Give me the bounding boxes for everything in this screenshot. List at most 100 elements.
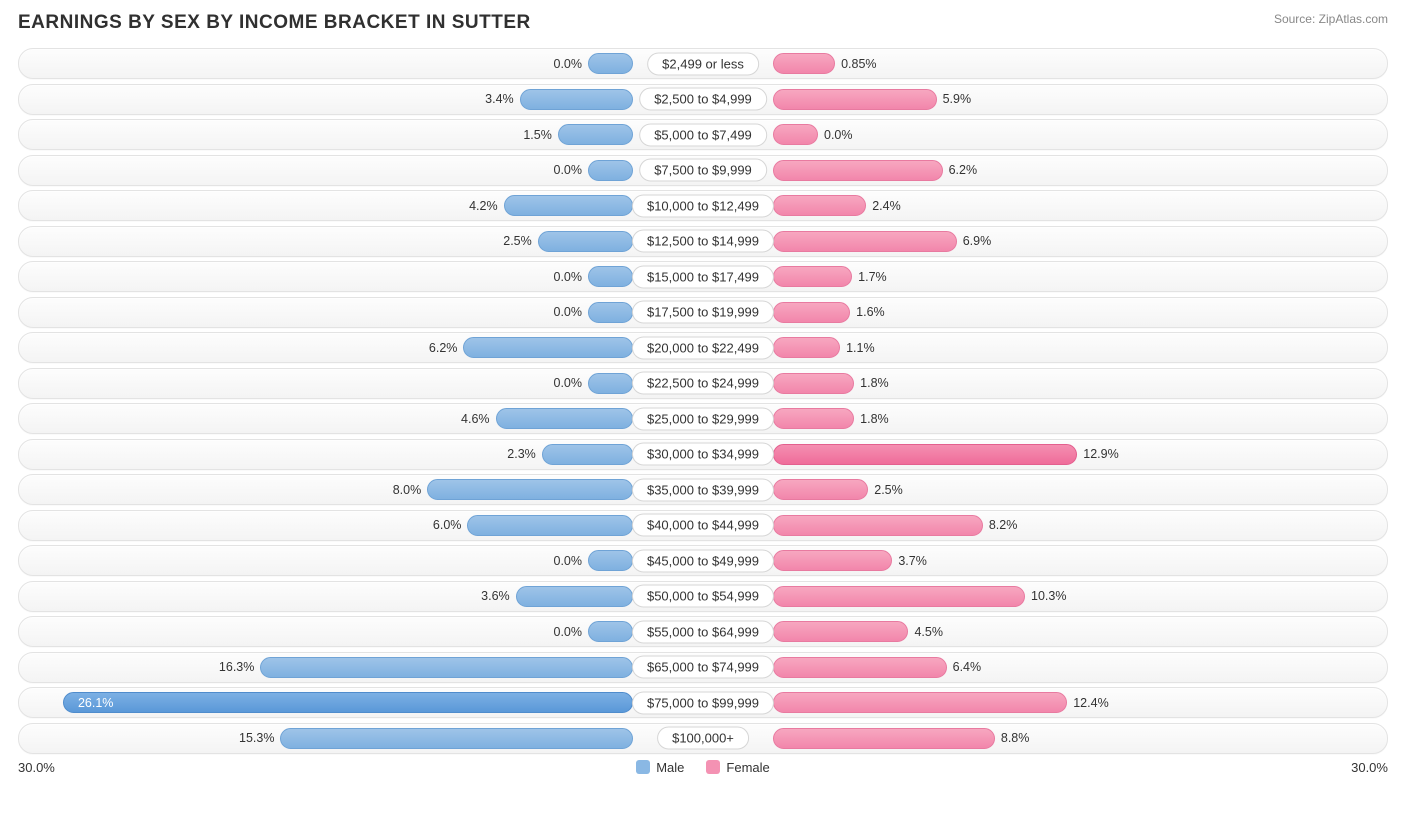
chart-row: $5,000 to $7,499 1.5% 0.0% — [18, 119, 1388, 150]
male-value: 26.1% — [78, 696, 113, 710]
female-value: 10.3% — [1031, 589, 1066, 603]
male-value: 3.6% — [481, 589, 510, 603]
bracket-label: $45,000 to $49,999 — [632, 549, 774, 572]
female-bar — [773, 373, 854, 394]
bracket-label: $100,000+ — [657, 727, 749, 750]
male-value: 0.0% — [554, 554, 583, 568]
male-bar — [427, 479, 633, 500]
legend-label-male: Male — [656, 760, 684, 775]
bracket-label: $12,500 to $14,999 — [632, 230, 774, 253]
legend-swatch-female — [706, 760, 720, 774]
female-value: 6.4% — [953, 660, 982, 674]
legend-item-female: Female — [706, 760, 769, 775]
chart-area: $2,499 or less 0.0% 0.85% $2,500 to $4,9993… — [18, 48, 1388, 754]
chart-source: Source: ZipAtlas.com — [1274, 12, 1388, 26]
legend: Male Female — [636, 760, 770, 775]
male-value: 1.5% — [523, 128, 552, 142]
male-bar — [520, 89, 633, 110]
chart-header: EARNINGS BY SEX BY INCOME BRACKET IN SUT… — [18, 12, 1388, 34]
female-bar — [773, 408, 854, 429]
bracket-label: $5,000 to $7,499 — [639, 123, 767, 146]
bracket-label: $20,000 to $22,499 — [632, 336, 774, 359]
chart-row: $40,000 to $44,9996.0%8.2% — [18, 510, 1388, 541]
female-value: 3.7% — [898, 554, 927, 568]
male-bar — [588, 621, 633, 642]
bracket-label: $2,499 or less — [647, 52, 759, 75]
female-bar — [773, 53, 835, 74]
female-value: 6.2% — [949, 163, 978, 177]
chart-row: $2,500 to $4,9993.4%5.9% — [18, 84, 1388, 115]
male-value: 4.6% — [461, 412, 490, 426]
female-value: 12.9% — [1083, 447, 1118, 461]
female-bar — [773, 124, 818, 145]
male-value: 15.3% — [239, 731, 274, 745]
male-bar — [588, 160, 633, 181]
female-bar — [773, 692, 1067, 713]
male-value: 8.0% — [393, 483, 422, 497]
male-bar — [463, 337, 633, 358]
female-value: 1.1% — [846, 341, 875, 355]
female-value: 0.0% — [824, 128, 853, 142]
male-bar — [588, 53, 633, 74]
chart-row: $50,000 to $54,9993.6%10.3% — [18, 581, 1388, 612]
male-value: 6.2% — [429, 341, 458, 355]
male-bar — [496, 408, 633, 429]
female-value: 0.85% — [841, 57, 876, 71]
bracket-label: $7,500 to $9,999 — [639, 159, 767, 182]
chart-row: $20,000 to $22,499 6.2% 1.1% — [18, 332, 1388, 363]
chart-row: $25,000 to $29,9994.6%1.8% — [18, 403, 1388, 434]
bracket-label: $75,000 to $99,999 — [632, 691, 774, 714]
legend-item-male: Male — [636, 760, 684, 775]
chart-row: $12,500 to $14,999 2.5% 6.9% — [18, 226, 1388, 257]
chart-row: $75,000 to $99,999 26.1% 12.4% — [18, 687, 1388, 718]
male-value: 4.2% — [469, 199, 498, 213]
male-bar — [504, 195, 633, 216]
male-bar — [516, 586, 633, 607]
female-value: 1.7% — [858, 270, 887, 284]
female-bar — [773, 479, 868, 500]
male-value: 0.0% — [554, 270, 583, 284]
legend-swatch-male — [636, 760, 650, 774]
axis-left-max: 30.0% — [18, 760, 55, 775]
bracket-label: $35,000 to $39,999 — [632, 478, 774, 501]
female-value: 8.8% — [1001, 731, 1030, 745]
female-bar — [773, 89, 937, 110]
male-value: 0.0% — [554, 57, 583, 71]
chart-row: $35,000 to $39,999 8.0% 2.5% — [18, 474, 1388, 505]
chart-row: $7,500 to $9,9990.0%6.2% — [18, 155, 1388, 186]
male-value: 16.3% — [219, 660, 254, 674]
male-value: 0.0% — [554, 376, 583, 390]
male-bar — [588, 266, 633, 287]
chart-row: $2,499 or less 0.0% 0.85% — [18, 48, 1388, 79]
female-bar — [773, 515, 983, 536]
male-value: 0.0% — [554, 625, 583, 639]
male-value: 2.5% — [503, 234, 532, 248]
female-bar — [773, 266, 852, 287]
female-value: 5.9% — [943, 92, 972, 106]
female-value: 12.4% — [1073, 696, 1108, 710]
female-value: 6.9% — [963, 234, 992, 248]
female-bar — [773, 444, 1077, 465]
chart-row: $100,000+ 15.3% 8.8% — [18, 723, 1388, 754]
chart-row: $65,000 to $74,999 16.3% 6.4% — [18, 652, 1388, 683]
male-value: 0.0% — [554, 305, 583, 319]
female-bar — [773, 728, 995, 749]
bracket-label: $15,000 to $17,499 — [632, 265, 774, 288]
male-bar — [260, 657, 633, 678]
female-bar — [773, 621, 908, 642]
female-bar — [773, 550, 892, 571]
female-bar — [773, 302, 850, 323]
chart-footer: 30.0% Male Female 30.0% — [18, 760, 1388, 775]
bracket-label: $22,500 to $24,999 — [632, 372, 774, 395]
female-bar — [773, 195, 866, 216]
male-bar — [63, 692, 633, 713]
female-bar — [773, 337, 840, 358]
chart-row: $30,000 to $34,9992.3%12.9% — [18, 439, 1388, 470]
female-value: 8.2% — [989, 518, 1018, 532]
female-bar — [773, 586, 1025, 607]
bracket-label: $10,000 to $12,499 — [632, 194, 774, 217]
bracket-label: $40,000 to $44,999 — [632, 514, 774, 537]
bracket-label: $65,000 to $74,999 — [632, 656, 774, 679]
female-bar — [773, 657, 947, 678]
female-value: 2.5% — [874, 483, 903, 497]
